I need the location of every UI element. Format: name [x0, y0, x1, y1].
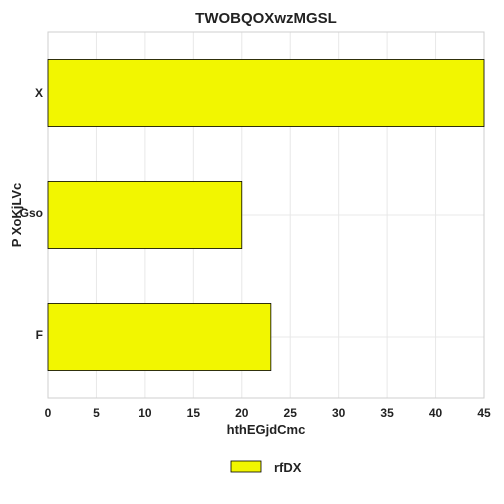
x-tick-label: 20: [235, 406, 249, 420]
x-tick-label: 25: [284, 406, 298, 420]
legend-label-rfdx: rfDX: [274, 460, 302, 475]
x-tick-label: 0: [45, 406, 52, 420]
y-tick-labels: X Gso F: [20, 86, 43, 342]
x-tick-label: 15: [187, 406, 201, 420]
y-axis-label: P XoKjLVc: [9, 183, 24, 248]
x-axis-label: hthEGjdCmc: [227, 422, 306, 437]
bar-gso: [47, 181, 243, 249]
x-tick-label: 45: [477, 406, 491, 420]
y-tick-label: X: [35, 86, 43, 100]
y-tick-label: Gso: [20, 206, 43, 220]
legend-swatch-rfdx: [230, 460, 262, 473]
x-tick-label: 35: [380, 406, 394, 420]
chart-title: TWOBQOXwzMGSL: [195, 10, 337, 27]
x-tick-label: 5: [93, 406, 100, 420]
y-tick-label: F: [36, 328, 43, 342]
bar-f: [47, 303, 272, 371]
x-tick-labels: 0 5 10 15 20 25 30 35 40 45: [45, 406, 491, 420]
x-tick-label: 40: [429, 406, 443, 420]
x-tick-label: 10: [138, 406, 152, 420]
x-tick-label: 30: [332, 406, 346, 420]
bars: [47, 59, 485, 371]
legend: rfDX: [230, 460, 302, 475]
bar-x: [47, 59, 485, 127]
